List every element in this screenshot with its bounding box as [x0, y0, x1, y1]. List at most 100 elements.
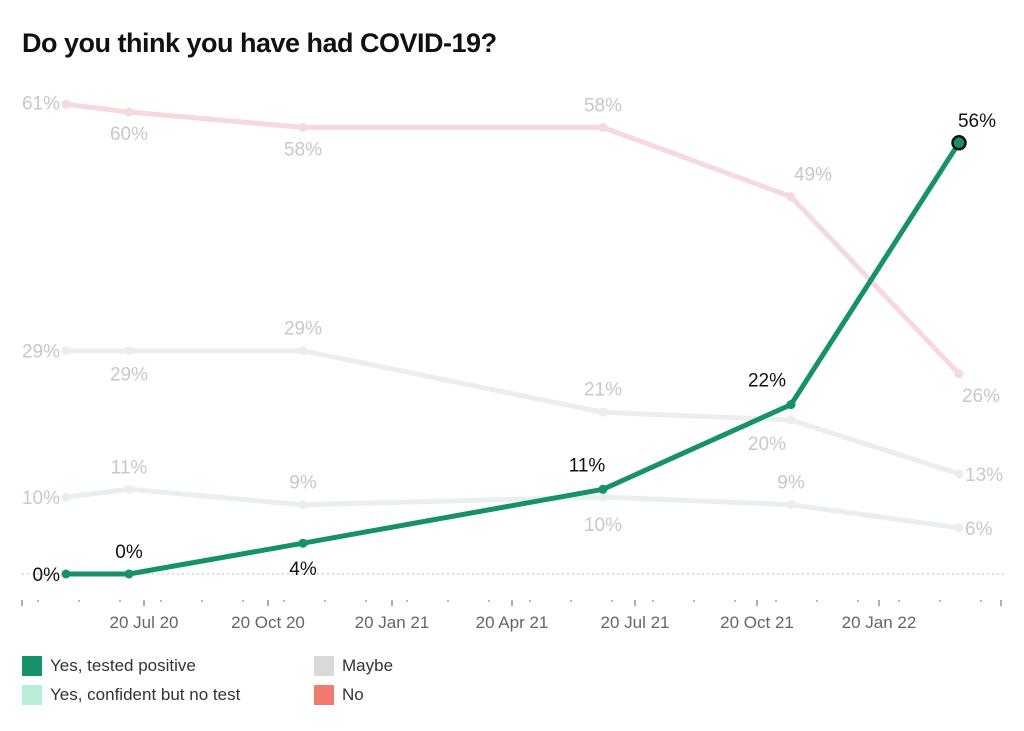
legend-label: Maybe [342, 656, 394, 675]
data-point-confident [124, 484, 134, 494]
series-confident [61, 484, 964, 533]
data-point-maybe [954, 469, 964, 479]
x-minor-tick [816, 600, 818, 602]
x-minor-tick [570, 600, 572, 602]
series-tested [61, 135, 967, 579]
x-minor-tick [447, 600, 449, 602]
data-point-maybe [786, 415, 796, 425]
data-point-tested [61, 569, 71, 579]
x-minor-tick [242, 600, 244, 602]
data-label-no: 58% [284, 139, 322, 160]
data-label-tested: 0% [115, 542, 143, 563]
x-minor-tick [201, 600, 203, 602]
x-tick-label: 20 Jan 21 [355, 613, 430, 632]
x-minor-tick [775, 600, 777, 602]
data-point-maybe [598, 407, 608, 417]
x-minor-tick [529, 600, 531, 602]
data-point-confident [61, 492, 71, 502]
data-point-confident [298, 500, 308, 510]
legend-item-confident-no-test: Yes, confident but no test [22, 685, 240, 705]
data-label-no: 49% [794, 165, 832, 186]
x-minor-tick [488, 600, 490, 602]
data-label-tested: 11% [569, 455, 606, 476]
legend-swatch [22, 685, 42, 705]
data-label-confident: 6% [965, 519, 993, 540]
series-maybe [61, 346, 964, 479]
data-point-tested [124, 569, 134, 579]
legend-swatch [314, 685, 334, 705]
legend-label: Yes, confident but no test [50, 685, 241, 704]
legend-item-tested-positive: Yes, tested positive [22, 656, 196, 676]
data-point-no [298, 122, 308, 132]
data-point-no [786, 192, 796, 202]
x-minor-tick [939, 600, 941, 602]
data-point-confident [598, 492, 608, 502]
chart-title: Do you think you have had COVID-19? [22, 28, 497, 58]
data-label-tested: 22% [748, 371, 786, 392]
data-point-no [954, 369, 964, 379]
data-point-maybe [298, 346, 308, 356]
legend-swatch [22, 656, 42, 676]
data-label-confident: 9% [777, 473, 805, 494]
x-minor-tick [734, 600, 736, 602]
data-label-no: 61% [22, 93, 60, 114]
data-label-maybe: 29% [110, 365, 148, 386]
data-point-tested [598, 484, 608, 494]
data-label-maybe: 29% [284, 319, 322, 340]
x-minor-tick [37, 600, 39, 602]
x-minor-tick [693, 600, 695, 602]
x-minor-tick [119, 600, 121, 602]
data-label-confident: 10% [22, 488, 60, 509]
x-tick-label: 20 Oct 21 [720, 613, 794, 632]
data-point-tested [298, 538, 308, 548]
data-label-maybe: 13% [965, 465, 1003, 486]
x-minor-tick [406, 600, 408, 602]
x-minor-tick [365, 600, 367, 602]
data-point-no [61, 99, 71, 109]
x-minor-tick [324, 600, 326, 602]
data-point-maybe [124, 346, 134, 356]
data-label-maybe: 20% [748, 434, 786, 455]
data-point-no [598, 122, 608, 132]
legend-item-no: No [314, 685, 364, 705]
x-minor-tick [980, 600, 982, 602]
series-no [61, 99, 964, 379]
data-label-tested: 56% [958, 111, 996, 132]
data-label-no: 60% [110, 124, 148, 145]
x-axis: 20 Jul 20 20 Oct 20 20 Jan 21 20 Apr 21 20 J… [21, 600, 1002, 632]
data-label-no: 58% [584, 95, 622, 116]
x-minor-tick [160, 600, 162, 602]
x-tick-label: 20 Jul 21 [601, 613, 670, 632]
series-line-maybe [63, 348, 962, 477]
series-layer [61, 99, 967, 579]
x-minor-tick [283, 600, 285, 602]
data-label-maybe: 21% [584, 379, 622, 400]
legend-swatch [314, 656, 334, 676]
x-minor-tick [611, 600, 613, 602]
x-tick-label: 20 Jul 20 [110, 613, 179, 632]
x-tick-label: 20 Jan 22 [842, 613, 917, 632]
data-label-tested: 0% [33, 565, 61, 586]
data-label-confident: 10% [584, 515, 622, 536]
data-point-no [124, 107, 134, 117]
data-labels: 61% 60% 58% 58% 49% 26% 29% 29% 29% 21% 20% 13% 10% 1… [22, 93, 1003, 586]
series-line-no [63, 101, 962, 377]
data-label-maybe: 29% [22, 342, 60, 363]
data-point-maybe [61, 346, 71, 356]
x-minor-tick [857, 600, 859, 602]
data-label-confident: 9% [289, 473, 317, 494]
x-minor-tick [78, 600, 80, 602]
x-minor-tick [898, 600, 900, 602]
data-label-no: 26% [962, 386, 1000, 407]
series-line-tested [63, 140, 962, 577]
series-line-confident [63, 486, 962, 531]
legend-item-maybe: Maybe [314, 656, 393, 676]
data-point-tested [951, 135, 967, 151]
x-minor-tick [652, 600, 654, 602]
x-tick-label: 20 Apr 21 [476, 613, 549, 632]
data-point-confident [954, 523, 964, 533]
data-point-tested [786, 400, 796, 410]
data-label-tested: 4% [289, 559, 317, 580]
legend-label: Yes, tested positive [50, 656, 196, 675]
